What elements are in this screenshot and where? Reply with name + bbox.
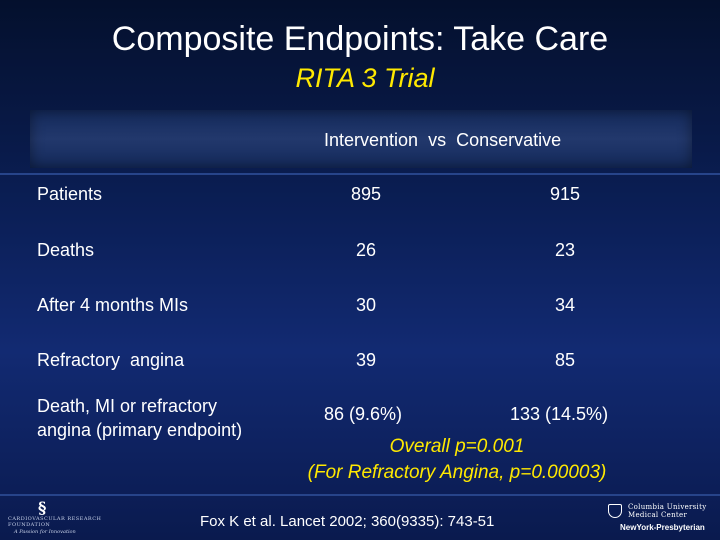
columbia-logo-line2: Medical Center [628,511,688,519]
citation: Fox K et al. Lancet 2002; 360(9335): 743… [200,513,495,530]
crf-swirl-icon: § [38,498,47,517]
columbia-logo-line1: Columbia University [628,503,707,511]
primary-label-line1: Death, MI or refractory [37,396,218,416]
crown-crest-icon [608,504,622,518]
crf-logo-line2: FOUNDATION [8,522,51,528]
row-label-mis: After 4 months MIs [37,295,189,315]
nyp-logo-text: NewYork-Presbyterian [620,523,705,532]
crf-logo-tagline: A Passion for Innovation [14,529,76,535]
slide-subtitle: RITA 3 Trial [295,63,435,93]
crf-logo: § CARDIOVASCULAR RESEARCH FOUNDATION A P… [8,498,101,538]
column-header-band [30,110,692,168]
row-label-deaths: Deaths [37,240,95,260]
conservative-deaths: 23 [554,240,576,260]
row-label-refractory: Refractory angina [37,350,185,370]
conservative-patients: 915 [549,184,581,204]
conservative-primary: 133 (14.5%) [510,404,609,424]
slide-title: Composite Endpoints: Take Care [111,20,609,58]
intervention-mis: 30 [355,295,377,315]
column-header: Intervention vs Conservative [324,130,562,150]
p-values: Overall p=0.001 (For Refractory Angina, … [292,434,622,486]
intervention-deaths: 26 [355,240,377,260]
footer-divider [0,494,720,496]
crf-logo-line1: CARDIOVASCULAR RESEARCH [8,516,102,522]
overall-p-value: Overall p=0.001 [389,436,525,457]
intervention-refractory: 39 [355,350,377,370]
refractory-p-value: (For Refractory Angina, p=0.00003) [307,462,607,483]
intervention-patients: 895 [350,184,382,204]
columbia-nyp-logo: Columbia University Medical Center NewYo… [606,500,716,536]
conservative-mis: 34 [554,295,576,315]
intervention-primary: 86 (9.6%) [324,404,403,424]
header-divider [0,173,720,175]
primary-label-line2: angina (primary endpoint) [37,420,243,440]
row-label-patients: Patients [37,184,103,204]
row-label-primary: Death, MI or refractory angina (primary … [37,394,242,442]
conservative-refractory: 85 [554,350,576,370]
